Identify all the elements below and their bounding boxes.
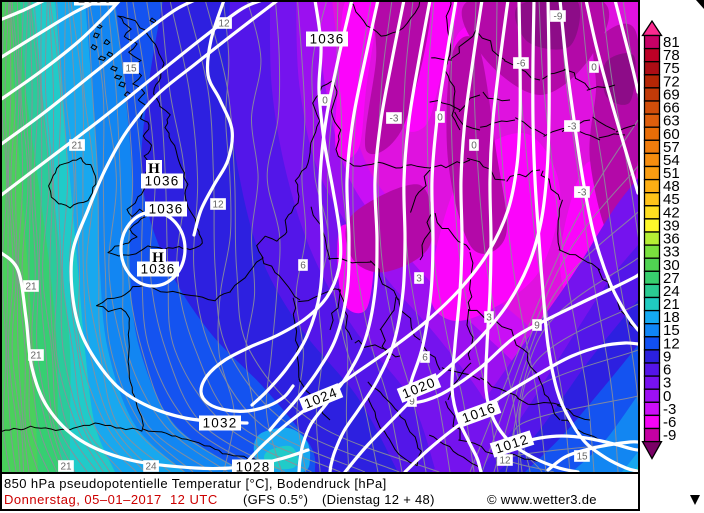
svg-text:60: 60 bbox=[663, 126, 680, 143]
svg-text:9: 9 bbox=[409, 397, 415, 408]
svg-text:69: 69 bbox=[663, 87, 680, 104]
svg-text:3: 3 bbox=[416, 274, 422, 285]
svg-text:© www.wetter3.de: © www.wetter3.de bbox=[487, 492, 597, 507]
svg-text:21: 21 bbox=[663, 296, 680, 313]
svg-text:9: 9 bbox=[534, 321, 540, 332]
svg-text:24: 24 bbox=[663, 283, 680, 300]
svg-text:6: 6 bbox=[300, 261, 306, 272]
svg-text:15: 15 bbox=[576, 452, 588, 463]
svg-text:72: 72 bbox=[663, 73, 680, 90]
svg-text:-3: -3 bbox=[568, 122, 577, 133]
svg-text:27: 27 bbox=[663, 270, 680, 287]
svg-text:1036: 1036 bbox=[149, 202, 184, 217]
svg-text:6: 6 bbox=[422, 353, 428, 364]
svg-text:48: 48 bbox=[663, 178, 680, 195]
svg-text:39: 39 bbox=[663, 218, 680, 235]
svg-text:1036: 1036 bbox=[145, 174, 180, 189]
svg-text:42: 42 bbox=[663, 204, 680, 221]
svg-text:H: H bbox=[148, 161, 160, 177]
svg-text:850 hPa pseudopotentielle Temp: 850 hPa pseudopotentielle Temperatur [°C… bbox=[4, 476, 387, 491]
svg-text:18: 18 bbox=[663, 309, 680, 326]
svg-text:51: 51 bbox=[663, 165, 680, 182]
svg-text:12: 12 bbox=[212, 200, 224, 211]
svg-text:Donnerstag, 05–01–2017 12 UTC: Donnerstag, 05–01–2017 12 UTC bbox=[4, 492, 218, 507]
svg-text:54: 54 bbox=[663, 152, 680, 169]
svg-text:(GFS 0.5°): (GFS 0.5°) bbox=[243, 492, 308, 507]
svg-text:-3: -3 bbox=[390, 114, 399, 125]
svg-text:81: 81 bbox=[663, 34, 680, 51]
svg-text:21: 21 bbox=[60, 462, 72, 473]
svg-text:1036: 1036 bbox=[310, 32, 345, 47]
svg-text:12: 12 bbox=[499, 456, 511, 467]
svg-text:-6: -6 bbox=[517, 59, 526, 70]
svg-text:9: 9 bbox=[663, 348, 671, 365]
svg-text:24: 24 bbox=[145, 462, 157, 473]
svg-text:-9: -9 bbox=[663, 427, 676, 444]
svg-text:(Dienstag 12 + 48): (Dienstag 12 + 48) bbox=[322, 492, 435, 507]
svg-text:-3: -3 bbox=[578, 188, 587, 199]
svg-text:30: 30 bbox=[663, 257, 680, 274]
svg-text:21: 21 bbox=[30, 351, 42, 362]
svg-text:0: 0 bbox=[663, 388, 671, 405]
svg-text:0: 0 bbox=[437, 113, 443, 124]
svg-text:63: 63 bbox=[663, 113, 680, 130]
svg-text:0: 0 bbox=[322, 96, 328, 107]
svg-text:12: 12 bbox=[663, 335, 680, 352]
svg-text:-6: -6 bbox=[663, 414, 676, 431]
svg-text:21: 21 bbox=[25, 282, 37, 293]
svg-text:3: 3 bbox=[663, 375, 671, 392]
svg-text:-9: -9 bbox=[554, 12, 563, 23]
svg-text:21: 21 bbox=[71, 141, 83, 152]
svg-text:6: 6 bbox=[663, 362, 671, 379]
svg-text:H: H bbox=[152, 250, 164, 266]
svg-text:57: 57 bbox=[663, 139, 680, 156]
svg-text:3: 3 bbox=[486, 313, 492, 324]
svg-text:1036: 1036 bbox=[78, 0, 113, 6]
svg-text:12: 12 bbox=[218, 19, 230, 30]
svg-text:66: 66 bbox=[663, 100, 680, 117]
svg-text:36: 36 bbox=[663, 231, 680, 248]
svg-text:15: 15 bbox=[125, 64, 137, 75]
svg-text:75: 75 bbox=[663, 60, 680, 77]
svg-text:45: 45 bbox=[663, 191, 680, 208]
svg-text:78: 78 bbox=[663, 47, 680, 64]
svg-text:1028: 1028 bbox=[236, 460, 271, 475]
svg-text:1032: 1032 bbox=[203, 416, 238, 431]
svg-text:15: 15 bbox=[663, 322, 680, 339]
svg-text:0: 0 bbox=[471, 141, 477, 152]
svg-text:0: 0 bbox=[591, 63, 597, 74]
svg-text:33: 33 bbox=[663, 244, 680, 261]
svg-text:-3: -3 bbox=[663, 401, 676, 418]
svg-text:1036: 1036 bbox=[141, 262, 176, 277]
